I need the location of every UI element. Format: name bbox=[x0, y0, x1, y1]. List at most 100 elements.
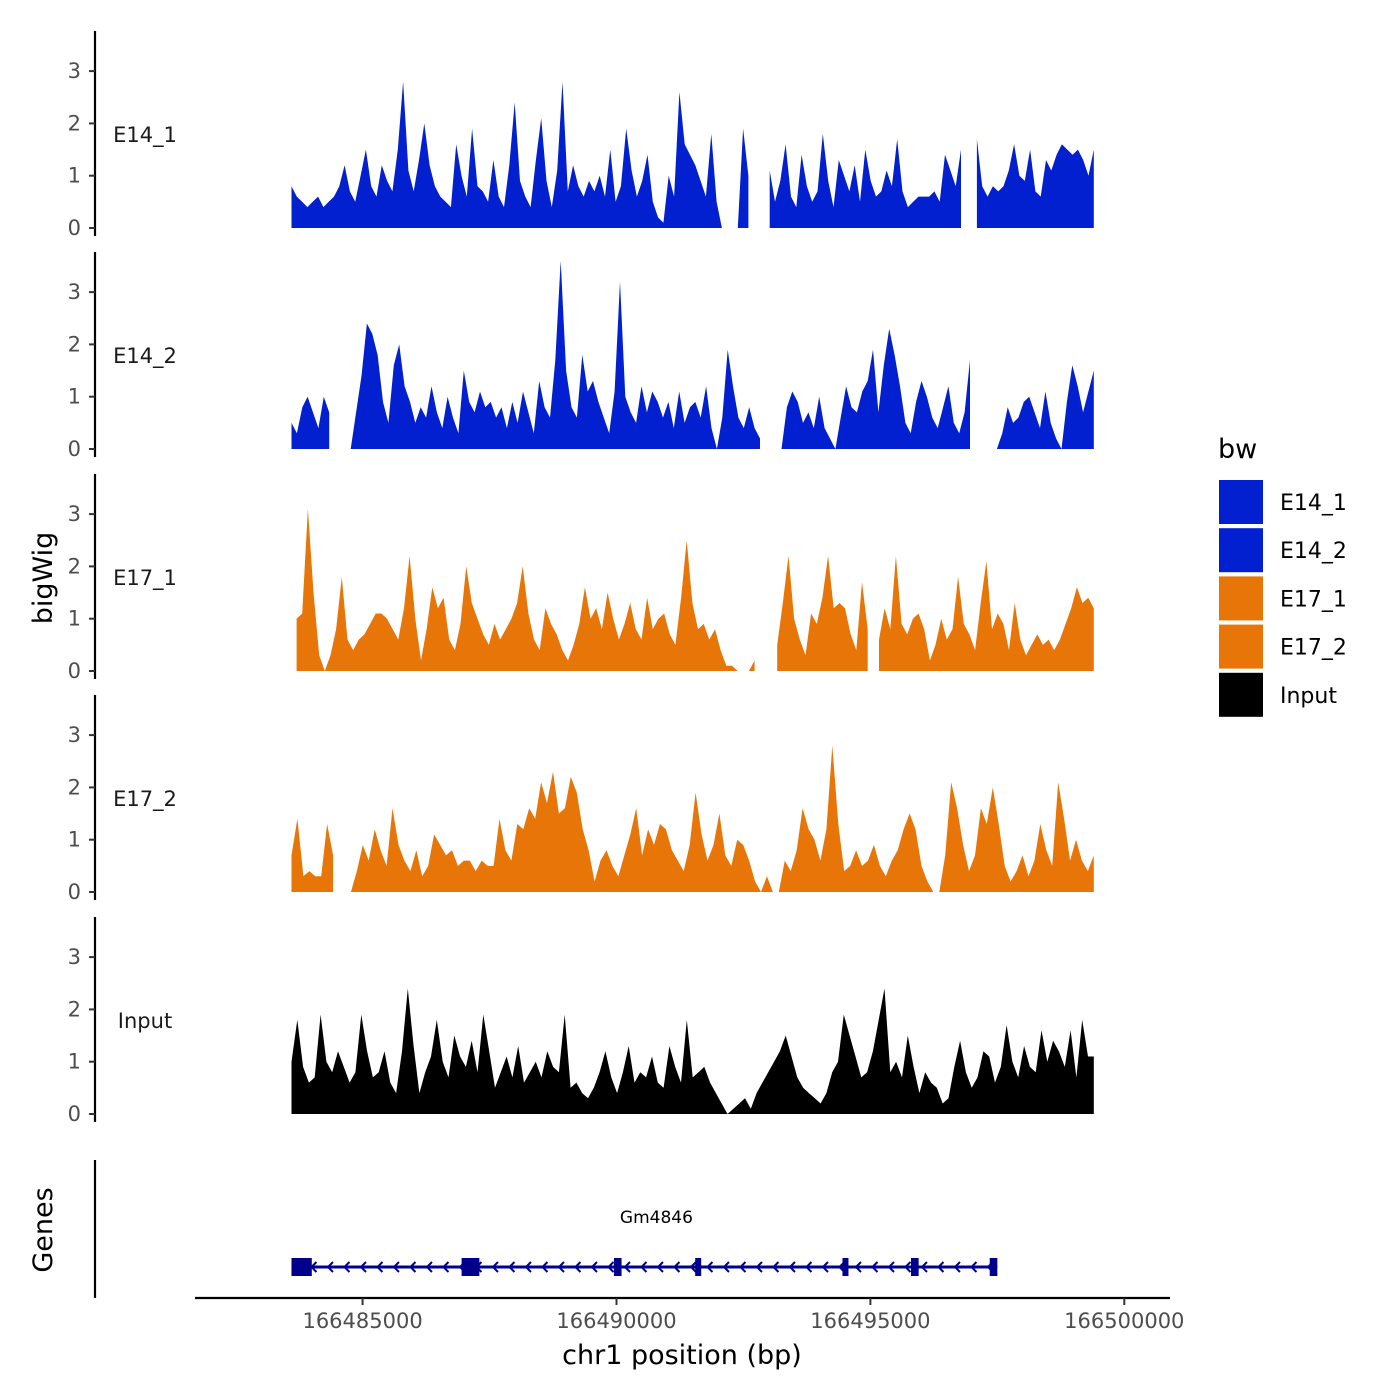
track-panel-E14_1: 0 1 2 3 E14_1 bbox=[68, 31, 1094, 240]
strand-arrow bbox=[821, 1261, 829, 1273]
gene-label: Gm4846 bbox=[620, 1208, 693, 1228]
strand-arrow bbox=[607, 1261, 615, 1273]
strand-arrow bbox=[640, 1261, 648, 1273]
y-tick-label: 3 bbox=[68, 502, 81, 526]
strand-arrow bbox=[491, 1261, 499, 1273]
exon bbox=[613, 1258, 622, 1276]
strand-arrow bbox=[656, 1261, 664, 1273]
genes-panel: Genes Gm4846 bbox=[28, 1160, 998, 1298]
legend-key-Input bbox=[1219, 672, 1263, 717]
track-label: Input bbox=[118, 1009, 172, 1033]
legend: bw E14_1 E14_2 E17_1 E17_2 Input bbox=[1218, 434, 1347, 717]
track-label: E14_2 bbox=[113, 344, 177, 369]
strand-arrow bbox=[706, 1261, 714, 1273]
signal-area-E17_1 bbox=[296, 508, 1094, 671]
strand-arrow bbox=[442, 1261, 450, 1273]
legend-key-E17_2 bbox=[1219, 624, 1263, 669]
track-panel-E14_2: 0 1 2 3 E14_2 bbox=[68, 252, 1094, 461]
strand-arrow bbox=[508, 1261, 516, 1273]
track-label: E14_1 bbox=[113, 123, 177, 148]
y-tick-label: 0 bbox=[68, 880, 81, 904]
track-panel-Input: 0 1 2 3 Input bbox=[68, 917, 1094, 1126]
strand-arrow bbox=[920, 1261, 928, 1273]
genes-axis-title: Genes bbox=[28, 1187, 59, 1272]
strand-arrow bbox=[376, 1261, 384, 1273]
exon bbox=[989, 1258, 998, 1276]
y-tick-label: 2 bbox=[68, 111, 81, 135]
strand-arrow bbox=[970, 1261, 978, 1273]
strand-arrow bbox=[425, 1261, 433, 1273]
legend-label: Input bbox=[1280, 684, 1337, 709]
strand-arrow bbox=[904, 1261, 912, 1273]
y-tick-label: 3 bbox=[68, 59, 81, 83]
signal-area-Input bbox=[291, 988, 1094, 1114]
y-tick-label: 1 bbox=[68, 385, 81, 409]
strand-arrow bbox=[590, 1261, 598, 1273]
strand-arrow bbox=[887, 1261, 895, 1273]
exon bbox=[695, 1258, 702, 1276]
strand-arrow bbox=[722, 1261, 730, 1273]
signal-area-E14_2 bbox=[291, 260, 1094, 449]
legend-label: E14_1 bbox=[1280, 491, 1347, 516]
exon bbox=[842, 1258, 849, 1276]
x-tick-label: 166500000 bbox=[1064, 1309, 1184, 1333]
x-axis-title: chr1 position (bp) bbox=[562, 1340, 802, 1371]
track-label: E17_1 bbox=[113, 566, 177, 591]
strand-arrow bbox=[574, 1261, 582, 1273]
x-tick-label: 166485000 bbox=[302, 1309, 422, 1333]
signal-area-E14_1 bbox=[291, 81, 1094, 228]
strand-arrow bbox=[673, 1261, 681, 1273]
strand-arrow bbox=[772, 1261, 780, 1273]
strand-arrow bbox=[409, 1261, 417, 1273]
y-tick-label: 1 bbox=[68, 607, 81, 631]
legend-label: E17_2 bbox=[1280, 636, 1347, 661]
strand-arrow bbox=[871, 1261, 879, 1273]
x-tick-label: 166490000 bbox=[556, 1309, 676, 1333]
track-label: E17_2 bbox=[113, 787, 177, 812]
strand-arrow bbox=[854, 1261, 862, 1273]
y-tick-label: 2 bbox=[68, 554, 81, 578]
x-axis: 166485000 166490000 166495000 166500000 bbox=[195, 1296, 1184, 1333]
y-tick-label: 3 bbox=[68, 723, 81, 747]
y-tick-label: 2 bbox=[68, 332, 81, 356]
track-panel-E17_2: 0 1 2 3 E17_2 bbox=[68, 695, 1094, 904]
y-axis-title: bigWig bbox=[28, 532, 59, 625]
strand-arrow bbox=[788, 1261, 796, 1273]
y-tick-label: 2 bbox=[68, 997, 81, 1021]
signal-area-E17_2 bbox=[291, 745, 1094, 892]
y-tick-label: 0 bbox=[68, 216, 81, 240]
exon bbox=[291, 1258, 312, 1276]
y-tick-label: 1 bbox=[68, 828, 81, 852]
legend-key-E14_1 bbox=[1219, 480, 1263, 524]
legend-key-E14_2 bbox=[1219, 528, 1263, 573]
strand-arrow bbox=[557, 1261, 565, 1273]
y-tick-label: 0 bbox=[68, 437, 81, 461]
legend-label: E14_2 bbox=[1280, 539, 1347, 564]
y-tick-label: 0 bbox=[68, 1102, 81, 1126]
track-panel-E17_1: 0 1 2 3 E17_1 bbox=[68, 474, 1094, 683]
y-tick-label: 3 bbox=[68, 945, 81, 969]
strand-arrow bbox=[689, 1261, 697, 1273]
exon bbox=[911, 1258, 919, 1276]
strand-arrow bbox=[953, 1261, 961, 1273]
strand-arrow bbox=[326, 1261, 334, 1273]
y-tick-label: 1 bbox=[68, 164, 81, 188]
strand-arrow bbox=[623, 1261, 631, 1273]
bigwig-tracks: 0 1 2 3 E14_1 0 1 2 3 E14_2 0 1 2 3 E17_1 0 1 2 3 E17_2 0 1 2 3… bbox=[68, 31, 1094, 1126]
y-tick-label: 1 bbox=[68, 1050, 81, 1074]
strand-arrow bbox=[937, 1261, 945, 1273]
y-tick-label: 2 bbox=[68, 775, 81, 799]
x-tick-label: 166495000 bbox=[810, 1309, 930, 1333]
legend-key-E17_1 bbox=[1219, 576, 1263, 621]
strand-arrow bbox=[392, 1261, 400, 1273]
strand-arrow bbox=[755, 1261, 763, 1273]
exon bbox=[461, 1258, 480, 1276]
y-tick-label: 3 bbox=[68, 280, 81, 304]
strand-arrow bbox=[739, 1261, 747, 1273]
y-tick-label: 0 bbox=[68, 659, 81, 683]
legend-label: E17_1 bbox=[1280, 587, 1347, 612]
strand-arrow bbox=[343, 1261, 351, 1273]
strand-arrow bbox=[805, 1261, 813, 1273]
strand-arrow bbox=[359, 1261, 367, 1273]
